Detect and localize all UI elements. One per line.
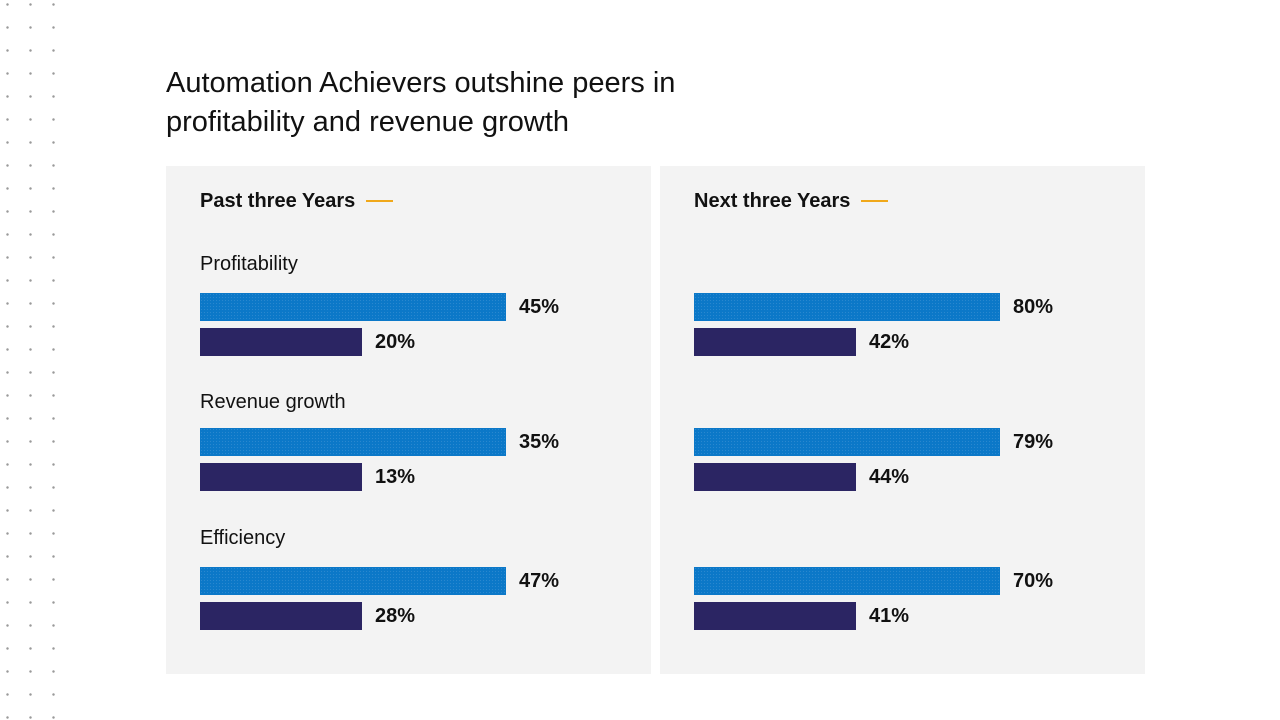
- value-label: 13%: [375, 466, 416, 488]
- value-label: 41%: [869, 605, 910, 627]
- bar-series-1: [200, 293, 506, 321]
- value-label: 45%: [519, 296, 560, 318]
- past-three-years-panel: Past three Years Profitability 45% 20% Reve…: [166, 166, 651, 674]
- bar-series-2: [694, 328, 856, 356]
- value-label: 28%: [375, 605, 416, 627]
- category-label: Revenue growth: [200, 391, 346, 413]
- dot-pattern-decoration: [0, 0, 60, 720]
- bar-series-2: [694, 602, 856, 630]
- panel-header: Next three Years: [694, 188, 889, 214]
- value-label: 42%: [869, 331, 910, 353]
- next-three-years-panel: Next three Years 80% 42% 79% 44% 70% 41%: [660, 166, 1145, 674]
- bar-series-2: [200, 602, 362, 630]
- accent-line-decoration: [861, 200, 889, 202]
- chart-title: Automation Achievers outshine peers in p…: [166, 67, 676, 138]
- panel-title: Next three Years: [694, 190, 851, 212]
- bar-series-2: [200, 328, 362, 356]
- bar-series-1: [694, 428, 1000, 456]
- bar-series-1: [200, 567, 506, 595]
- value-label: 35%: [519, 431, 560, 453]
- value-label: 47%: [519, 570, 560, 592]
- value-label: 44%: [869, 466, 910, 488]
- bar-series-2: [694, 463, 856, 491]
- category-label: Profitability: [200, 253, 298, 275]
- value-label: 70%: [1013, 570, 1054, 592]
- bar-series-1: [694, 293, 1000, 321]
- accent-line-decoration: [366, 200, 394, 202]
- bar-series-1: [694, 567, 1000, 595]
- value-label: 80%: [1013, 296, 1054, 318]
- value-label: 20%: [375, 331, 416, 353]
- bar-series-2: [200, 463, 362, 491]
- category-label: Efficiency: [200, 527, 286, 549]
- value-label: 79%: [1013, 431, 1054, 453]
- bar-series-1: [200, 428, 506, 456]
- panel-header: Past three Years: [200, 188, 394, 214]
- panel-title: Past three Years: [200, 190, 356, 212]
